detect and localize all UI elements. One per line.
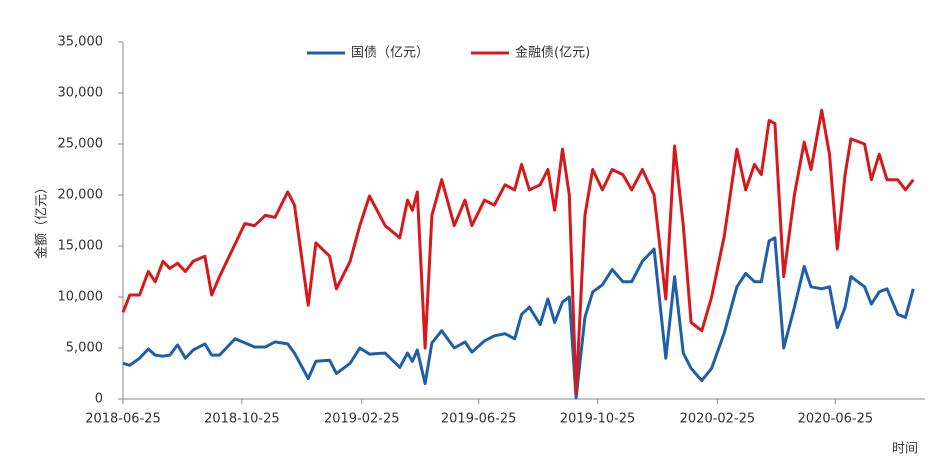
x-tick-label: 2018-06-25 [85, 412, 161, 427]
y-tick-label: 5,000 [66, 341, 103, 356]
y-tick-label: 20,000 [58, 188, 104, 203]
y-tick-label: 0 [95, 392, 103, 407]
x-tick-label: 2020-02-25 [680, 412, 756, 427]
y-tick-label: 10,000 [58, 290, 104, 305]
x-tick-label: 2019-06-25 [441, 412, 517, 427]
x-tick-label: 2019-02-25 [324, 412, 400, 427]
y-tick-label: 35,000 [58, 35, 104, 50]
legend-label: 金融债(亿元) [515, 45, 590, 61]
y-tick-label: 15,000 [58, 239, 104, 254]
series-line [122, 236, 915, 400]
x-tick-label: 2018-10-25 [204, 412, 280, 427]
x-axis-label: 时间 [892, 442, 918, 457]
x-tick-label: 2019-10-25 [560, 412, 636, 427]
y-tick-label: 30,000 [58, 86, 104, 101]
series-line [121, 108, 915, 396]
y-tick-label: 25,000 [58, 137, 104, 152]
legend-label: 国债（亿元） [351, 46, 429, 61]
y-axis-label: 金额（亿元） [34, 181, 50, 259]
x-tick-label: 2020-06-25 [798, 412, 874, 427]
